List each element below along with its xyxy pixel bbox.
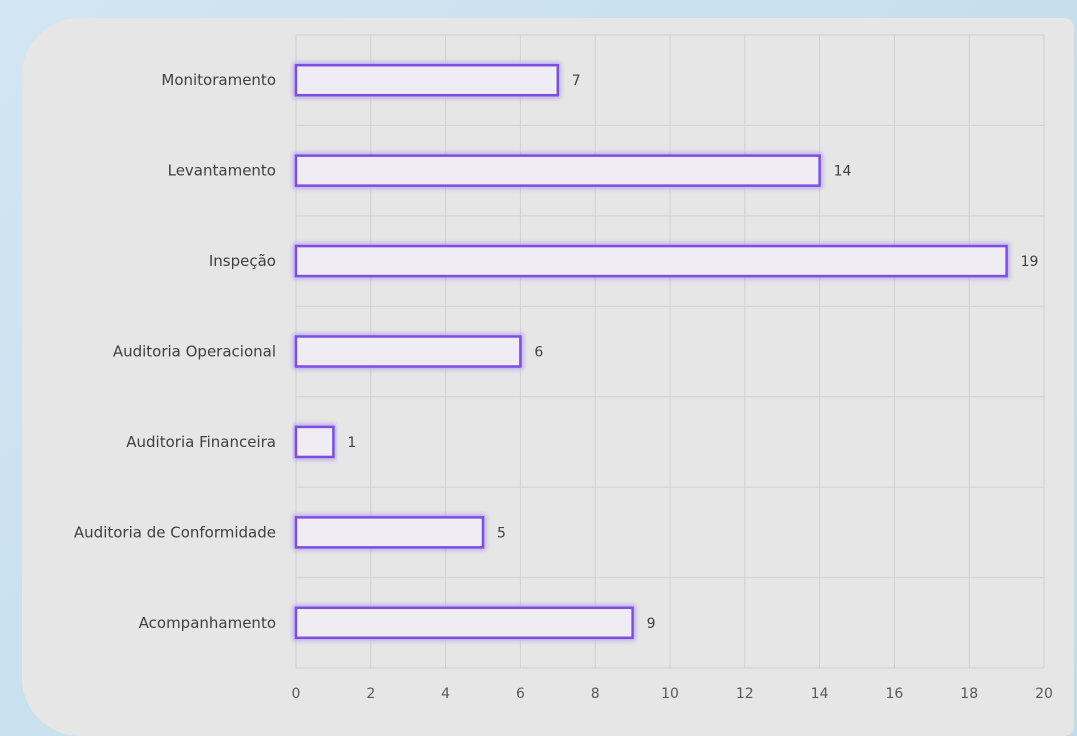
x-tick-label: 8: [591, 686, 600, 702]
category-label: Auditoria Financeira: [126, 433, 276, 451]
bars: [293, 62, 1010, 641]
category-label: Auditoria Operacional: [113, 343, 276, 361]
x-tick-label: 12: [736, 686, 754, 702]
x-tick-label: 4: [441, 686, 450, 702]
data-label: 14: [834, 164, 852, 180]
data-label: 1: [347, 435, 356, 451]
category-label: Acompanhamento: [139, 614, 276, 632]
bar: [294, 516, 485, 549]
data-label: 9: [647, 616, 656, 632]
category-label: Levantamento: [168, 162, 276, 180]
bar: [294, 154, 821, 187]
data-label: 19: [1021, 254, 1039, 270]
bar: [294, 335, 522, 368]
bar: [294, 425, 335, 459]
x-tick-label: 16: [885, 686, 903, 702]
category-label: Auditoria de Conformidade: [74, 523, 276, 541]
chart-panel: 0 2 4 6 8 10 12 14 16 18 20 Monitoramento 7 Levantame…: [22, 18, 1074, 736]
data-label: 5: [497, 525, 506, 541]
gridlines: [295, 34, 1045, 669]
x-tick-label: 10: [661, 686, 679, 702]
x-tick-label: 14: [811, 686, 829, 702]
category-label: Inspeção: [209, 252, 276, 270]
data-label: 6: [534, 345, 543, 361]
x-tick-label: 6: [516, 686, 525, 702]
x-tick-label: 0: [292, 686, 301, 702]
x-tick-label: 20: [1035, 686, 1053, 702]
category-label: Monitoramento: [161, 71, 276, 89]
x-tick-label: 2: [366, 686, 375, 702]
bar: [294, 63, 560, 97]
x-tick-label: 18: [960, 686, 978, 702]
data-label: 7: [572, 73, 581, 89]
bar: [294, 244, 1008, 278]
bar: [294, 606, 634, 640]
